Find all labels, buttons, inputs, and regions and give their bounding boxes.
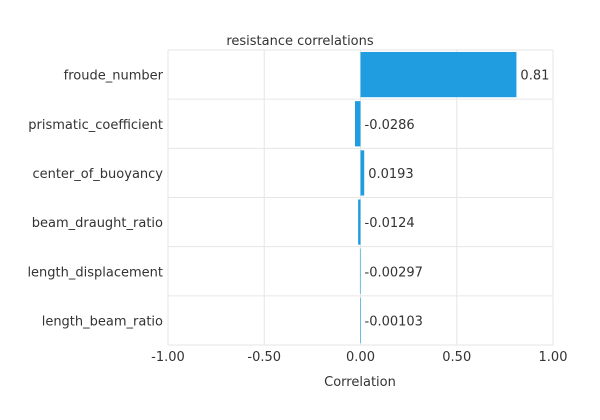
data-label: 0.0193 <box>368 167 414 182</box>
x-tick-label: 0.00 <box>346 350 375 365</box>
chart-title: resistance correlations <box>226 34 374 49</box>
category-labels: froude_number 0.81 prismatic_coefficient -0… <box>27 69 549 330</box>
category-label: center_of_buoyancy <box>32 167 163 182</box>
category-label: length_displacement <box>27 265 163 280</box>
x-tick-label: 0.50 <box>442 350 471 365</box>
bar <box>360 51 517 98</box>
bar <box>359 248 361 294</box>
data-label: -0.0124 <box>365 216 415 231</box>
category-label: prismatic_coefficient <box>28 118 163 133</box>
bar <box>360 297 361 344</box>
data-label: -0.00297 <box>365 265 423 280</box>
category-label: length_beam_ratio <box>42 314 163 329</box>
category-label: froude_number <box>64 69 164 84</box>
bar <box>358 199 361 245</box>
data-label: 0.81 <box>520 69 549 84</box>
x-tick-label: -0.50 <box>247 350 281 365</box>
x-axis-ticks: -1.00 -0.50 0.00 0.50 1.00 <box>151 350 567 365</box>
bar <box>354 101 361 147</box>
x-tick-label: 1.00 <box>539 350 568 365</box>
data-label: -0.00103 <box>365 314 423 329</box>
category-label: beam_draught_ratio <box>32 216 163 231</box>
grid <box>167 49 554 346</box>
data-label: -0.0286 <box>365 118 415 133</box>
bar <box>360 150 365 196</box>
x-axis-label: Correlation <box>324 375 396 390</box>
x-tick-label: -1.00 <box>151 350 185 365</box>
bars <box>354 51 517 344</box>
